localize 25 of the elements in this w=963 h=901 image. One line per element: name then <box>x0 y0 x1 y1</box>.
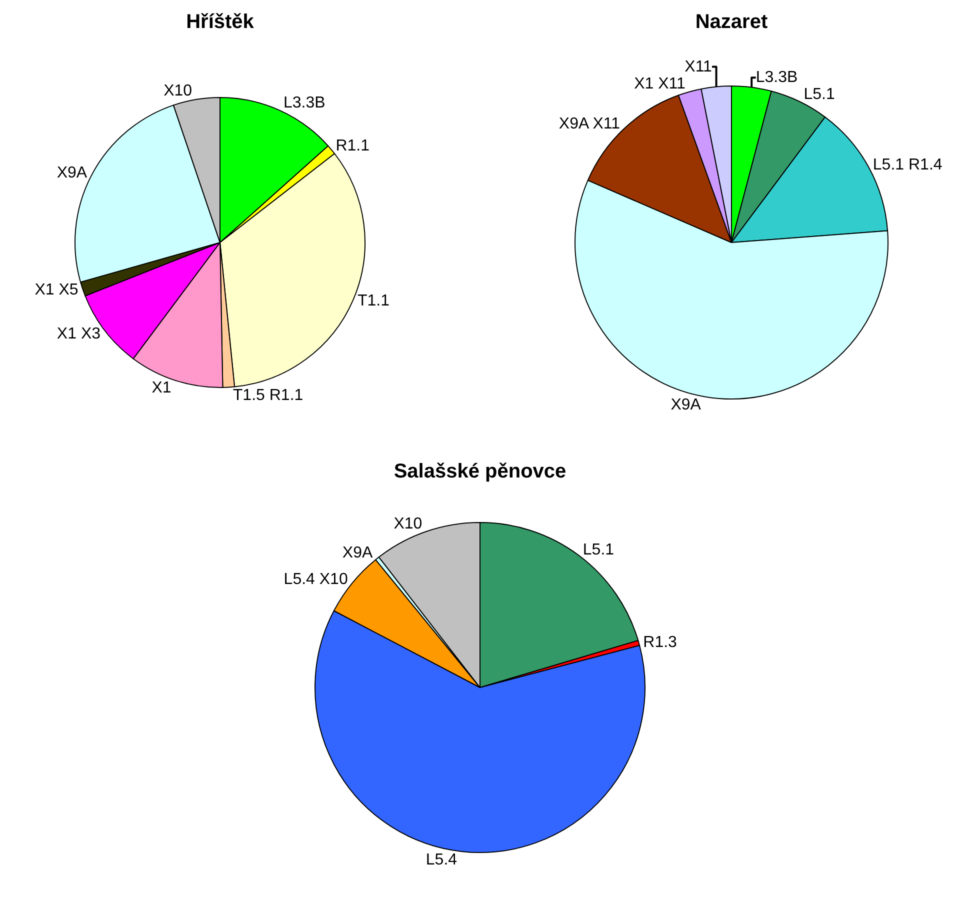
slice-label: X10 <box>394 515 422 532</box>
slice-label: X1 X11 <box>634 75 686 92</box>
slice-label: L5.1 <box>582 541 614 558</box>
slice-label: X9A <box>56 164 88 182</box>
slice-label: L3.3B <box>284 94 326 112</box>
slice-label: L5.4 <box>426 851 458 868</box>
chart-title: Hříštěk <box>186 10 255 33</box>
slice-label: L5.4 X10 <box>284 571 348 588</box>
slice-label: T1.1 <box>358 292 390 310</box>
slice-label: X10 <box>164 82 192 100</box>
slice-label: X9A X11 <box>558 115 620 132</box>
slice-label: L3.3B <box>756 69 798 86</box>
slice-label: L5.1 <box>804 86 835 104</box>
slice-label: X9A <box>670 396 702 414</box>
slice-label: X11 <box>684 58 712 76</box>
chart-title: Salašské pěnovce <box>394 460 566 482</box>
chart-title: Nazaret <box>695 10 768 33</box>
slice-label: X1 X5 <box>34 281 78 298</box>
slice-label: X1 X3 <box>56 325 101 342</box>
slice-label: X9A <box>342 544 373 562</box>
slice-label: R1.1 <box>336 138 370 155</box>
slice-label: X1 <box>152 380 172 397</box>
slice-label: R1.3 <box>643 634 678 651</box>
slice-label: L5.1 R1.4 <box>872 156 942 174</box>
slice-label: T1.5 R1.1 <box>232 387 304 404</box>
